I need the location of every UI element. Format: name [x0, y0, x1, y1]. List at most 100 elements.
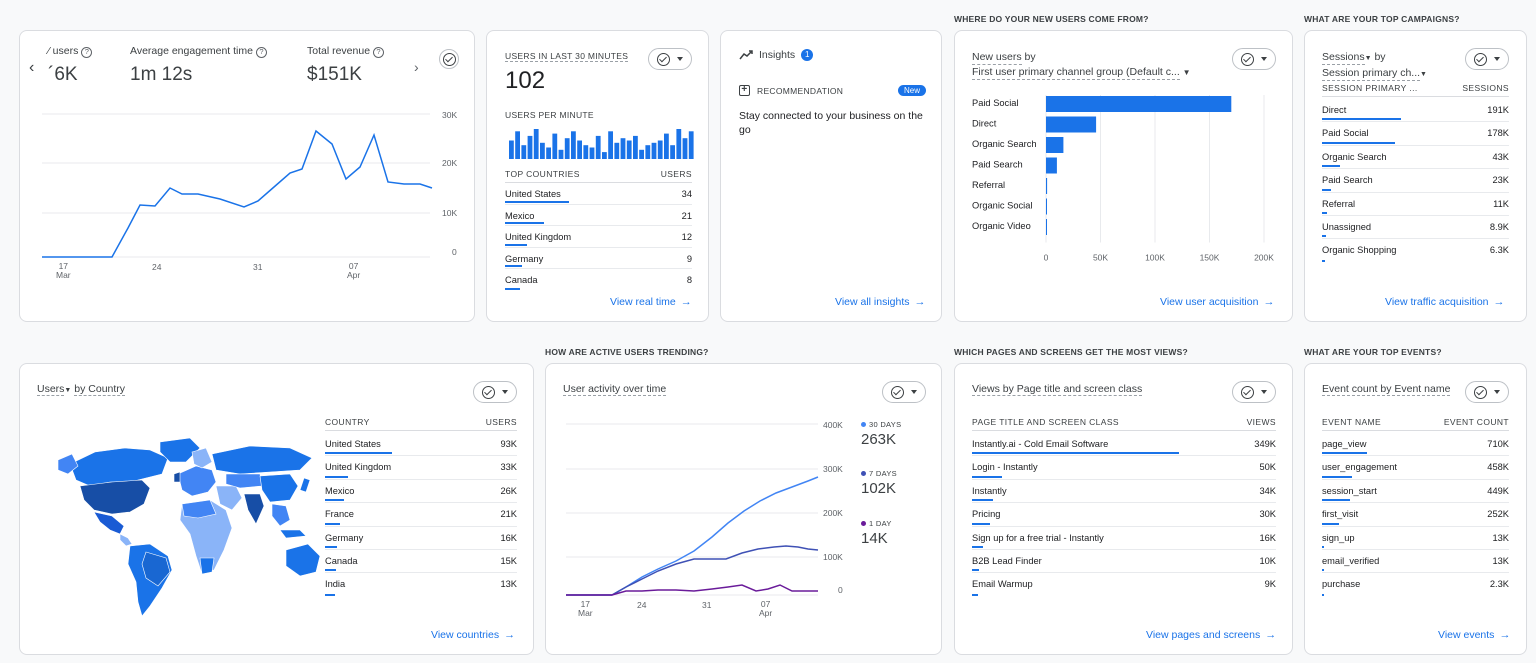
compare-dropdown[interactable]	[1465, 48, 1509, 70]
compare-dropdown[interactable]	[1465, 381, 1509, 403]
view-traffic-acquisition-link[interactable]: View traffic acquisition →	[1385, 296, 1505, 308]
table-row[interactable]: Canada 8	[505, 269, 692, 291]
table-row[interactable]: Organic Shopping 6.3K	[1322, 239, 1509, 262]
col-header: TOP COUNTRIES	[505, 169, 580, 179]
view-events-link[interactable]: View events →	[1438, 629, 1511, 641]
acquisition-title[interactable]: New users by First user primary channel …	[972, 51, 1191, 80]
table-row[interactable]: United States 93K	[325, 433, 517, 457]
compare-check-icon[interactable]	[439, 49, 459, 69]
table-row[interactable]: user_engagement 458K	[1322, 456, 1509, 480]
metric-label: ⁄ users	[48, 45, 79, 57]
bar[interactable]	[1046, 116, 1097, 133]
map-india	[243, 493, 265, 525]
table-row[interactable]: Germany 16K	[325, 527, 517, 550]
bar[interactable]	[1046, 178, 1048, 194]
table-row[interactable]: Instantly 34K	[972, 480, 1276, 504]
table-row[interactable]: Paid Social 178K	[1322, 122, 1509, 146]
help-icon[interactable]: ?	[255, 47, 267, 58]
row-label: Canada	[505, 275, 538, 285]
prev-metrics-icon[interactable]: ‹	[29, 59, 35, 76]
per-minute-label: USERS PER MINUTE	[505, 110, 594, 120]
table-row[interactable]: first_visit 252K	[1322, 503, 1509, 527]
table-row[interactable]: Paid Search 23K	[1322, 169, 1509, 193]
events-title[interactable]: Event count by Event name	[1322, 383, 1451, 396]
table-row[interactable]: Referral 11K	[1322, 193, 1509, 216]
next-metrics-icon[interactable]: ›	[414, 59, 419, 75]
row-value: 349K	[1254, 439, 1276, 449]
campaigns-title[interactable]: Sessions▼ by Session primary ch...▼	[1322, 51, 1427, 81]
view-real-time-link[interactable]: View real time →	[610, 296, 692, 308]
col-header: SESSION PRIMARY ...	[1322, 83, 1418, 93]
row-label: Login - Instantly	[972, 462, 1038, 473]
table-row[interactable]: Pricing 30K	[972, 503, 1276, 527]
table-row[interactable]: Instantly.ai - Cold Email Software 349K	[972, 433, 1276, 457]
table-row[interactable]: email_verified 13K	[1322, 550, 1509, 574]
table-row[interactable]: Email Warmup 9K	[972, 573, 1276, 596]
help-icon[interactable]: ?	[81, 47, 93, 58]
map-scandinavia	[191, 447, 213, 469]
compare-dropdown[interactable]	[473, 381, 517, 403]
per-minute-bar	[676, 129, 682, 159]
table-row[interactable]: Unassigned 8.9K	[1322, 216, 1509, 240]
y-tick: 300K	[823, 464, 843, 474]
countries-title[interactable]: Users▼ by Country	[37, 383, 126, 396]
chevron-down-icon	[1261, 390, 1267, 394]
table-row[interactable]: United Kingdom 33K	[325, 456, 517, 480]
view-user-acquisition-link[interactable]: View user acquisition →	[1160, 296, 1275, 308]
per-minute-bar	[589, 147, 595, 159]
row-label: Canada	[325, 555, 358, 566]
bar[interactable]	[1046, 157, 1057, 174]
table-row[interactable]: Login - Instantly 50K	[972, 456, 1276, 480]
row-label: Instantly.ai - Cold Email Software	[972, 439, 1109, 449]
bar[interactable]	[1046, 219, 1047, 235]
table-row[interactable]: Direct 191K	[1322, 99, 1509, 123]
help-icon[interactable]: ?	[372, 47, 384, 58]
view-countries-link[interactable]: View countries →	[431, 629, 516, 641]
row-bar	[1322, 522, 1339, 525]
col-header: USERS	[660, 169, 692, 179]
table-row[interactable]: purchase 2.3K	[1322, 573, 1509, 596]
map-europe	[177, 465, 217, 497]
table-row[interactable]: page_view 710K	[1322, 433, 1509, 457]
compare-dropdown[interactable]	[882, 381, 926, 403]
x-tick-label: 100K	[1145, 253, 1165, 263]
table-row[interactable]: Mexico 26K	[325, 480, 517, 504]
compare-dropdown[interactable]	[648, 48, 692, 70]
map-brazil	[141, 551, 171, 587]
table-row[interactable]: France 21K	[325, 503, 517, 527]
metric-users[interactable]: ⁄ users ? ´6K	[48, 45, 93, 86]
view-pages-and-screens-link[interactable]: View pages and screens →	[1146, 629, 1277, 641]
map-russia	[211, 445, 313, 475]
table-row[interactable]: Mexico 21	[505, 205, 692, 226]
table-row[interactable]: India 13K	[325, 573, 517, 596]
table-row[interactable]: B2B Lead Finder 10K	[972, 550, 1276, 574]
insight-text[interactable]: Stay connected to your business on the g…	[739, 110, 923, 136]
chevron-down-icon: ▼	[64, 387, 72, 394]
bar[interactable]	[1046, 96, 1232, 112]
compare-dropdown[interactable]	[1232, 48, 1276, 70]
legend-30-days: 30 DAYS 263K	[861, 420, 902, 448]
compare-dropdown[interactable]	[1232, 381, 1276, 403]
view-all-insights-link[interactable]: View all insights →	[835, 296, 926, 308]
x-tick: 17 Mar	[578, 599, 593, 618]
x-tick: 24	[152, 262, 162, 272]
activity-title[interactable]: User activity over time	[563, 383, 667, 396]
table-row[interactable]: Germany 9	[505, 248, 692, 269]
legend-value: 102K	[861, 480, 897, 497]
metric-revenue[interactable]: Total revenue ? $151K	[307, 45, 384, 86]
bar[interactable]	[1046, 137, 1064, 153]
table-row[interactable]: United States 34	[505, 183, 692, 205]
table-row[interactable]: sign_up 13K	[1322, 527, 1509, 550]
pages-title[interactable]: Views by Page title and screen class	[972, 383, 1143, 396]
metric-label: Average engagement time	[130, 45, 253, 57]
bar[interactable]	[1046, 198, 1047, 215]
table-row[interactable]: Organic Search 43K	[1322, 146, 1509, 170]
row-value: 10K	[1259, 555, 1276, 566]
per-minute-bar	[552, 133, 558, 159]
table-row[interactable]: United Kingdom 12	[505, 226, 692, 248]
table-row[interactable]: session_start 449K	[1322, 480, 1509, 504]
map-indonesia	[279, 529, 307, 539]
table-row[interactable]: Canada 15K	[325, 550, 517, 574]
table-row[interactable]: Sign up for a free trial - Instantly 16K	[972, 527, 1276, 550]
metric-engagement-time[interactable]: Average engagement time ? 1m 12s	[130, 45, 267, 86]
